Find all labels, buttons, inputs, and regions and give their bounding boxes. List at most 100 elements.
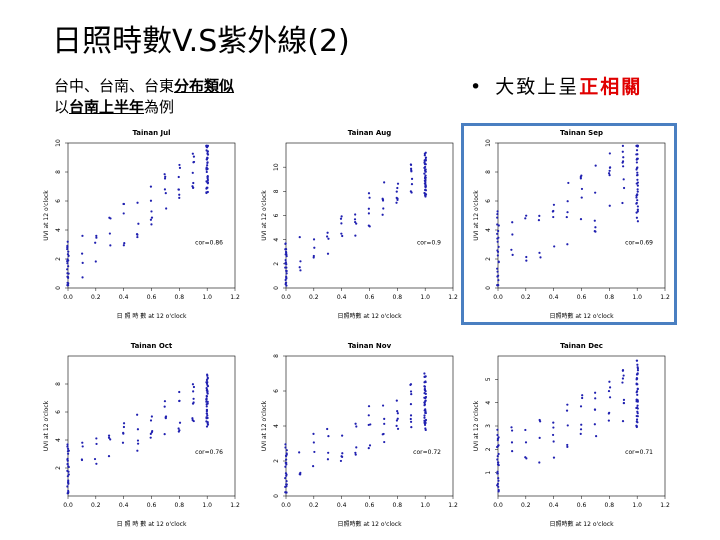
x-tick-label: 0.6 [147, 294, 157, 301]
data-point [284, 472, 288, 475]
data-point [178, 196, 181, 199]
x-tick-label: 0.0 [281, 502, 291, 509]
data-point [409, 190, 412, 193]
y-tick-label: 0 [485, 286, 492, 290]
data-point [538, 418, 541, 422]
x-tick-label: 1.0 [420, 294, 430, 301]
data-point [608, 386, 612, 389]
data-point [567, 181, 570, 185]
y-tick-label: 2 [485, 447, 492, 451]
data-point [511, 233, 514, 236]
data-point [355, 222, 358, 225]
data-point [496, 472, 499, 475]
y-tick-label: 4 [273, 238, 280, 242]
y-tick-label: 6 [55, 410, 62, 414]
data-point [67, 250, 70, 253]
data-point [538, 214, 541, 217]
data-point [284, 477, 287, 480]
x-tick-label: 1.0 [632, 502, 642, 509]
data-point [312, 238, 316, 241]
data-point [636, 166, 639, 169]
data-point [66, 240, 69, 243]
data-point [191, 171, 194, 174]
data-point [67, 259, 70, 262]
data-point [496, 428, 499, 431]
x-tick-label: 1.2 [448, 502, 458, 509]
data-point [538, 251, 541, 254]
y-tick-label: 0 [55, 286, 62, 290]
data-point [177, 188, 180, 191]
data-point [121, 441, 125, 444]
data-point [635, 196, 638, 199]
data-point [424, 411, 427, 415]
y-tick-label: 6 [273, 213, 280, 217]
data-point [566, 200, 569, 203]
y-tick-label: 2 [485, 257, 492, 261]
data-point [341, 455, 344, 458]
x-tick-label: 0.6 [577, 502, 587, 509]
data-point [636, 400, 639, 403]
data-point [622, 186, 626, 190]
data-point [299, 473, 302, 476]
data-point [205, 394, 208, 398]
data-point [395, 201, 398, 204]
data-point [636, 410, 639, 413]
data-point [122, 212, 125, 215]
data-point [136, 442, 140, 445]
x-tick-label: 1.0 [202, 294, 212, 301]
data-point [497, 461, 500, 464]
data-point [410, 183, 414, 186]
data-point [594, 191, 597, 194]
data-point [566, 243, 569, 246]
data-point [496, 284, 499, 287]
data-point [206, 414, 209, 417]
data-point [423, 375, 427, 378]
y-tick-label: 0 [273, 494, 280, 498]
data-point [622, 401, 625, 405]
data-point [497, 245, 500, 248]
data-point [621, 381, 624, 384]
data-point [149, 218, 153, 221]
data-point [122, 422, 126, 425]
data-point [636, 377, 639, 380]
x-tick-label: 0.4 [119, 502, 129, 509]
y-tick-label: 10 [55, 139, 62, 147]
data-point [206, 161, 209, 164]
data-point [298, 451, 301, 454]
data-point [381, 213, 384, 216]
data-point [510, 441, 514, 444]
data-point [593, 423, 596, 426]
data-point [497, 229, 500, 233]
data-point [423, 404, 426, 407]
data-point [511, 449, 514, 453]
y-tick-label: 8 [273, 354, 280, 358]
data-point [205, 389, 208, 392]
x-tick-label: 1.2 [230, 502, 240, 509]
data-point [566, 424, 569, 427]
data-point [423, 419, 426, 422]
data-point [424, 184, 427, 188]
data-point [566, 443, 569, 447]
data-point [497, 236, 500, 239]
data-point [205, 412, 208, 415]
data-point [395, 399, 398, 402]
data-point [81, 445, 84, 448]
data-point [409, 390, 413, 393]
x-tick-label: 0.8 [605, 502, 615, 509]
data-point [368, 444, 372, 447]
x-tick-label: 0.2 [521, 502, 531, 509]
data-point [581, 396, 584, 400]
data-point [423, 385, 427, 388]
correlation-annotation: cor=0.71 [625, 449, 653, 456]
data-point [67, 489, 70, 493]
data-point [609, 166, 612, 169]
data-point [635, 174, 639, 177]
chart-title: Tainan Nov [348, 342, 392, 350]
data-point [496, 223, 499, 226]
data-point [607, 419, 610, 422]
data-point [621, 420, 625, 423]
data-point [497, 274, 500, 277]
data-point [424, 165, 427, 169]
y-tick-label: 4 [485, 228, 492, 232]
data-point [326, 458, 330, 461]
